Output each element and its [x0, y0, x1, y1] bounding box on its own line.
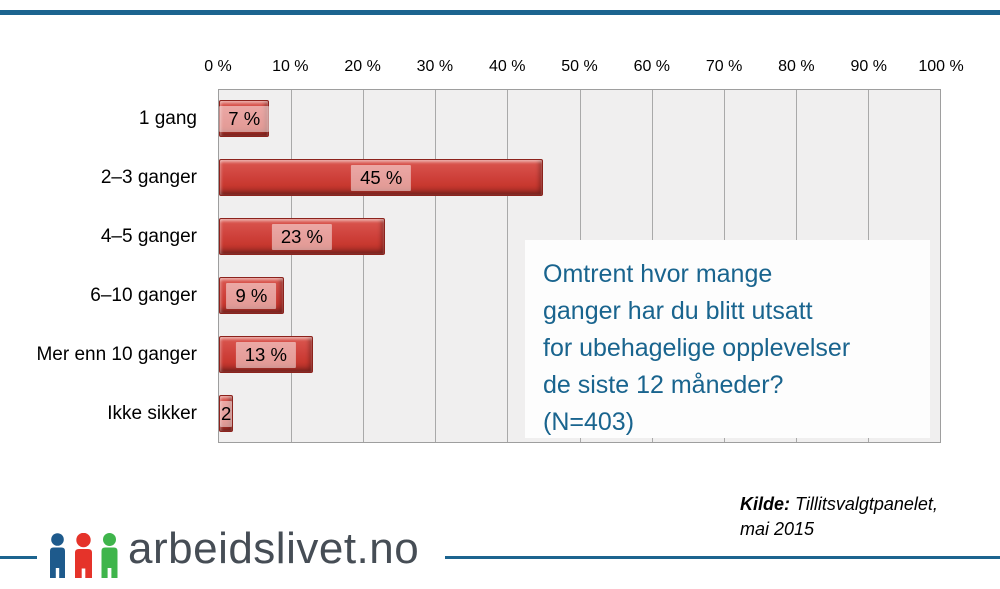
category-label: 4–5 ganger	[100, 225, 197, 247]
x-tick-label: 100 %	[918, 58, 964, 75]
x-tick-label: 20 %	[344, 58, 381, 75]
top-divider-line	[0, 10, 1000, 15]
arbeidslivet-logo-people-icon	[47, 531, 120, 579]
category-label: 2–3 ganger	[100, 166, 197, 188]
x-tick-label: 40 %	[488, 58, 526, 75]
question-line: ganger har du blitt utsatt	[543, 297, 813, 325]
source-text: Tillitsvalgtpanelet,	[790, 494, 938, 514]
bar-value-label: 13 %	[235, 341, 296, 368]
source-label: Kilde:	[740, 494, 791, 514]
x-axis: 0 % 10 % 20 % 30 % 40 % 50 % 60 % 70 % 80 % 90 % 1…	[204, 58, 963, 82]
bar: 45 %	[219, 159, 544, 196]
x-tick-label: 90 %	[850, 58, 887, 75]
category-label: 1 gang	[138, 107, 197, 129]
category-label: 6–10 ganger	[90, 284, 197, 306]
bar-value-label: 45 %	[351, 164, 412, 191]
source-date: mai 2015	[740, 519, 815, 539]
category-label: Ikke sikker	[107, 402, 197, 424]
x-tick-label: 60 %	[633, 58, 671, 75]
footer-divider-right	[445, 556, 1000, 559]
person-icon	[50, 533, 65, 578]
x-tick-label: 30 %	[416, 58, 454, 75]
x-tick-label: 50 %	[561, 58, 598, 75]
source-note: Kilde: Tillitsvalgtpanelet, mai 2015	[740, 492, 938, 542]
question-text-box: Omtrent hvor mange ganger har du blitt u…	[525, 240, 930, 438]
person-icon	[75, 533, 92, 578]
category-label: Mer enn 10 ganger	[36, 343, 197, 365]
bar-value-label: 7 %	[219, 105, 270, 132]
bar-value-label: 9 %	[226, 282, 277, 309]
footer-divider-left	[0, 556, 37, 559]
gridline	[435, 90, 437, 442]
x-tick-label: 70 %	[705, 58, 743, 75]
gridline	[507, 90, 509, 442]
gridline	[363, 90, 365, 442]
bar: 9 %	[219, 277, 284, 314]
bar: 7 %	[219, 100, 270, 137]
bar-value-label: 2	[220, 400, 233, 427]
bar: 13 %	[219, 336, 313, 373]
bar-value-label: 23 %	[271, 223, 332, 250]
question-line: Omtrent hvor mange	[543, 260, 773, 288]
question-line: de siste 12 måneder?	[543, 371, 784, 399]
person-icon	[101, 533, 118, 578]
arbeidslivet-logo-text: arbeidslivet.no	[128, 524, 420, 573]
category-axis: 1 gang 2–3 ganger 4–5 ganger 6–10 ganger Mer…	[0, 89, 197, 443]
bar: 2	[219, 395, 234, 432]
question-line: (N=403)	[543, 408, 635, 436]
x-tick-label: 10 %	[272, 58, 309, 75]
x-tick-label: 80 %	[778, 58, 815, 75]
x-tick-label: 0 %	[204, 58, 232, 75]
question-line: for ubehagelige opplevelser	[543, 334, 851, 362]
bar: 23 %	[219, 218, 385, 255]
gridline	[291, 90, 293, 442]
